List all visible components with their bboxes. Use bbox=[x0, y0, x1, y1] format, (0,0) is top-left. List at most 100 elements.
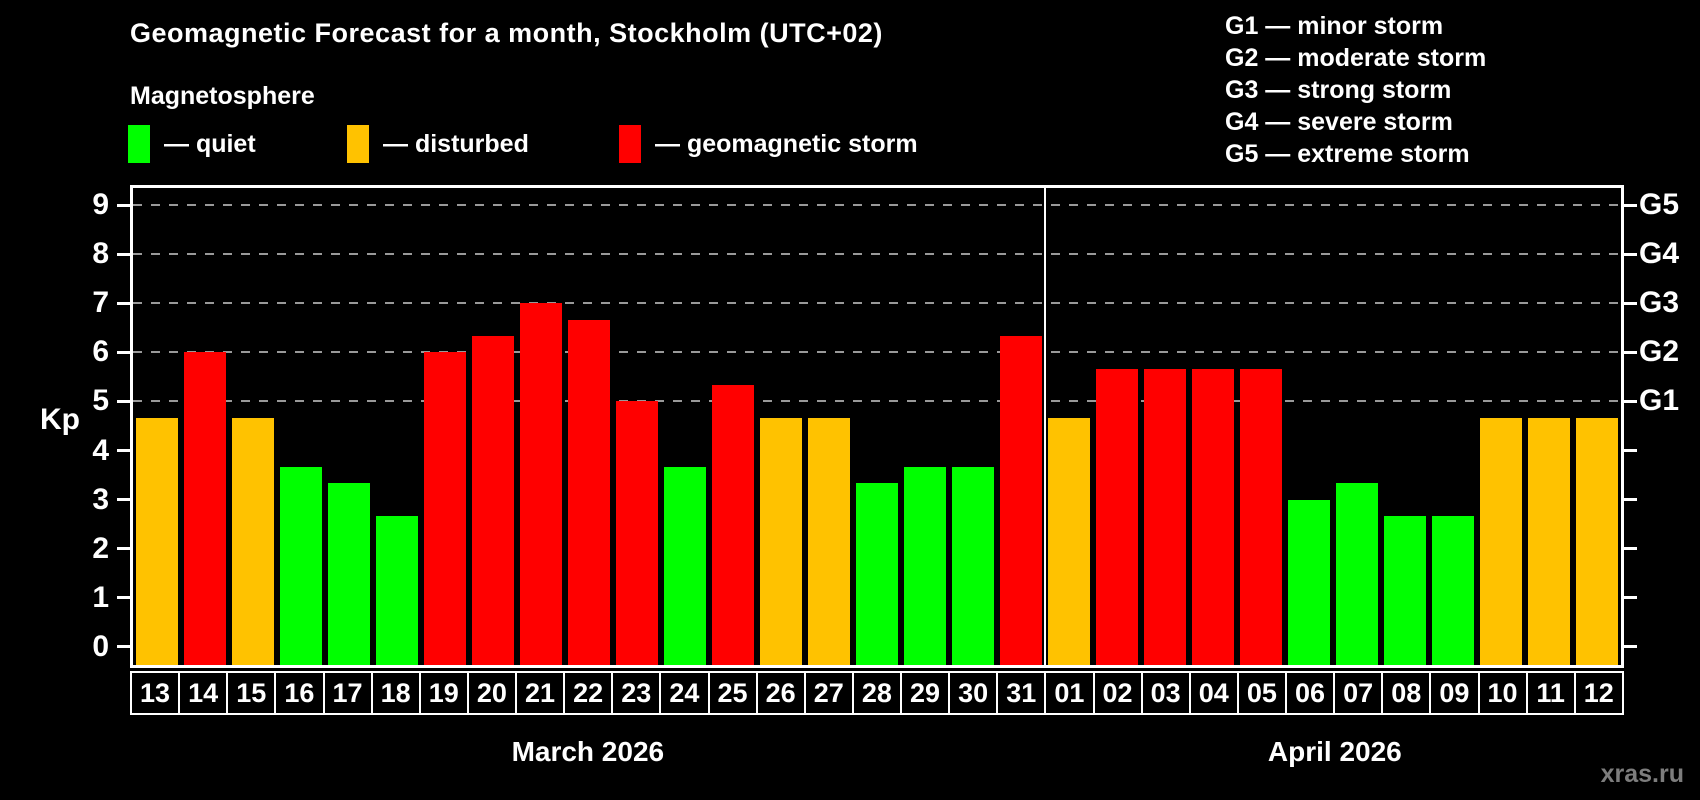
left-tick-kp0 bbox=[117, 645, 130, 649]
left-tick-kp3 bbox=[117, 498, 130, 502]
day-cell-21: 21 bbox=[515, 671, 566, 715]
month-label-row: March 2026 April 2026 bbox=[130, 732, 1624, 772]
right-tick-kp8 bbox=[1624, 252, 1637, 256]
legend-label-storm: — geomagnetic storm bbox=[655, 129, 918, 158]
y-tick-label-5: 5 bbox=[92, 384, 109, 418]
legend-item-disturbed: — disturbed bbox=[347, 124, 529, 164]
y-tick-label-0: 0 bbox=[92, 629, 109, 663]
month-divider-line bbox=[1044, 188, 1046, 665]
kp-bar-day-21 bbox=[519, 303, 563, 665]
storm-swatch-icon bbox=[619, 125, 641, 163]
month-label-march: March 2026 bbox=[511, 736, 665, 767]
kp-bar-day-24 bbox=[663, 466, 707, 665]
day-cell-15: 15 bbox=[226, 671, 277, 715]
kp-bar-day-19 bbox=[423, 352, 467, 665]
g1-legend-row: G1 — minor storm bbox=[1225, 12, 1444, 40]
right-tick-kp1 bbox=[1624, 596, 1637, 600]
g5-legend-row: G5 — extreme storm bbox=[1225, 140, 1470, 168]
y-tick-label-4: 4 bbox=[92, 433, 109, 467]
g-axis-label-g1: G1 bbox=[1639, 384, 1680, 418]
kp-bar-day-12 bbox=[1575, 417, 1619, 665]
gridline-kp7 bbox=[133, 302, 1621, 305]
left-tick-kp9 bbox=[117, 203, 130, 207]
y-tick-label-7: 7 bbox=[92, 286, 109, 320]
kp-bar-day-15 bbox=[231, 417, 275, 665]
legend-label-disturbed: — disturbed bbox=[383, 129, 529, 158]
day-cell-01: 01 bbox=[1044, 671, 1095, 715]
left-tick-kp7 bbox=[117, 301, 130, 305]
g2-legend-row: G2 — moderate storm bbox=[1225, 44, 1487, 72]
g-axis-label-g2: G2 bbox=[1639, 335, 1680, 369]
kp-bar-day-14 bbox=[183, 352, 227, 665]
legend-item-storm: — geomagnetic storm bbox=[619, 124, 918, 164]
day-cell-26: 26 bbox=[755, 671, 806, 715]
day-cell-02: 02 bbox=[1092, 671, 1143, 715]
kp-bar-day-11 bbox=[1527, 417, 1571, 665]
day-cell-14: 14 bbox=[178, 671, 229, 715]
day-cell-03: 03 bbox=[1140, 671, 1191, 715]
left-tick-kp8 bbox=[117, 252, 130, 256]
disturbed-swatch-icon bbox=[347, 125, 369, 163]
right-tick-kp4 bbox=[1624, 449, 1637, 453]
left-tick-kp5 bbox=[117, 399, 130, 403]
watermark: xras.ru bbox=[1600, 760, 1684, 788]
g-scale-legend: G1 — minor storm G2 — moderate storm G3 … bbox=[1225, 10, 1486, 170]
day-axis-row: 13 14 15 16 17 18 19 20 21 22 23 24 25 26 27 28 29 30 31 01… bbox=[130, 671, 1624, 715]
day-cell-16: 16 bbox=[274, 671, 325, 715]
kp-axis-title: Kp bbox=[40, 403, 80, 436]
kp-bar-day-18 bbox=[375, 515, 419, 665]
day-cell-31: 31 bbox=[996, 671, 1047, 715]
right-tick-kp2 bbox=[1624, 547, 1637, 551]
right-tick-kp0 bbox=[1624, 645, 1637, 649]
y-tick-label-9: 9 bbox=[92, 188, 109, 222]
day-cell-19: 19 bbox=[418, 671, 469, 715]
day-cell-11: 11 bbox=[1525, 671, 1576, 715]
right-tick-kp6 bbox=[1624, 350, 1637, 354]
chart-subtitle: Magnetosphere bbox=[130, 82, 315, 110]
legend-item-quiet: — quiet bbox=[128, 124, 256, 164]
kp-bar-day-20 bbox=[471, 336, 515, 665]
kp-bar-day-02 bbox=[1095, 368, 1139, 665]
legend-label-quiet: — quiet bbox=[164, 129, 256, 158]
kp-bar-day-03 bbox=[1143, 368, 1187, 665]
left-tick-kp4 bbox=[117, 449, 130, 453]
plot-area: 0 1 2 3 4 5 6 7 8 9 G1 G2 G3 G4 G5 bbox=[92, 185, 1679, 668]
kp-bar-day-06 bbox=[1287, 499, 1331, 665]
day-cell-18: 18 bbox=[370, 671, 421, 715]
gridline-kp5 bbox=[133, 400, 1621, 403]
day-cell-05: 05 bbox=[1236, 671, 1287, 715]
g-axis-label-g3: G3 bbox=[1639, 286, 1680, 320]
day-cell-30: 30 bbox=[948, 671, 999, 715]
day-cell-20: 20 bbox=[466, 671, 517, 715]
left-tick-kp1 bbox=[117, 596, 130, 600]
kp-bar-day-04 bbox=[1191, 368, 1235, 665]
g3-legend-row: G3 — strong storm bbox=[1225, 76, 1452, 104]
kp-bar-day-27 bbox=[807, 417, 851, 665]
day-cell-04: 04 bbox=[1188, 671, 1239, 715]
kp-bar-day-26 bbox=[759, 417, 803, 665]
day-cell-07: 07 bbox=[1333, 671, 1384, 715]
right-tick-kp9 bbox=[1624, 203, 1637, 207]
g-axis-label-g5: G5 bbox=[1639, 188, 1680, 222]
right-tick-kp7 bbox=[1624, 301, 1637, 305]
day-cell-10: 10 bbox=[1477, 671, 1528, 715]
quiet-swatch-icon bbox=[128, 125, 150, 163]
kp-bar-day-28 bbox=[855, 483, 899, 665]
left-tick-kp6 bbox=[117, 350, 130, 354]
kp-bar-day-05 bbox=[1239, 368, 1283, 665]
y-tick-label-2: 2 bbox=[92, 531, 109, 565]
day-cell-13: 13 bbox=[130, 671, 181, 715]
day-cell-22: 22 bbox=[563, 671, 614, 715]
kp-bar-day-30 bbox=[951, 466, 995, 665]
kp-bar-day-25 bbox=[711, 385, 755, 665]
day-cell-27: 27 bbox=[803, 671, 854, 715]
kp-bar-day-08 bbox=[1383, 515, 1427, 665]
day-cell-06: 06 bbox=[1285, 671, 1336, 715]
kp-bar-day-13 bbox=[135, 417, 179, 665]
day-cell-12: 12 bbox=[1573, 671, 1624, 715]
g4-legend-row: G4 — severe storm bbox=[1225, 108, 1453, 136]
gridline-kp8 bbox=[133, 253, 1621, 256]
gridline-kp6 bbox=[133, 351, 1621, 354]
g-axis-label-g4: G4 bbox=[1639, 237, 1680, 271]
